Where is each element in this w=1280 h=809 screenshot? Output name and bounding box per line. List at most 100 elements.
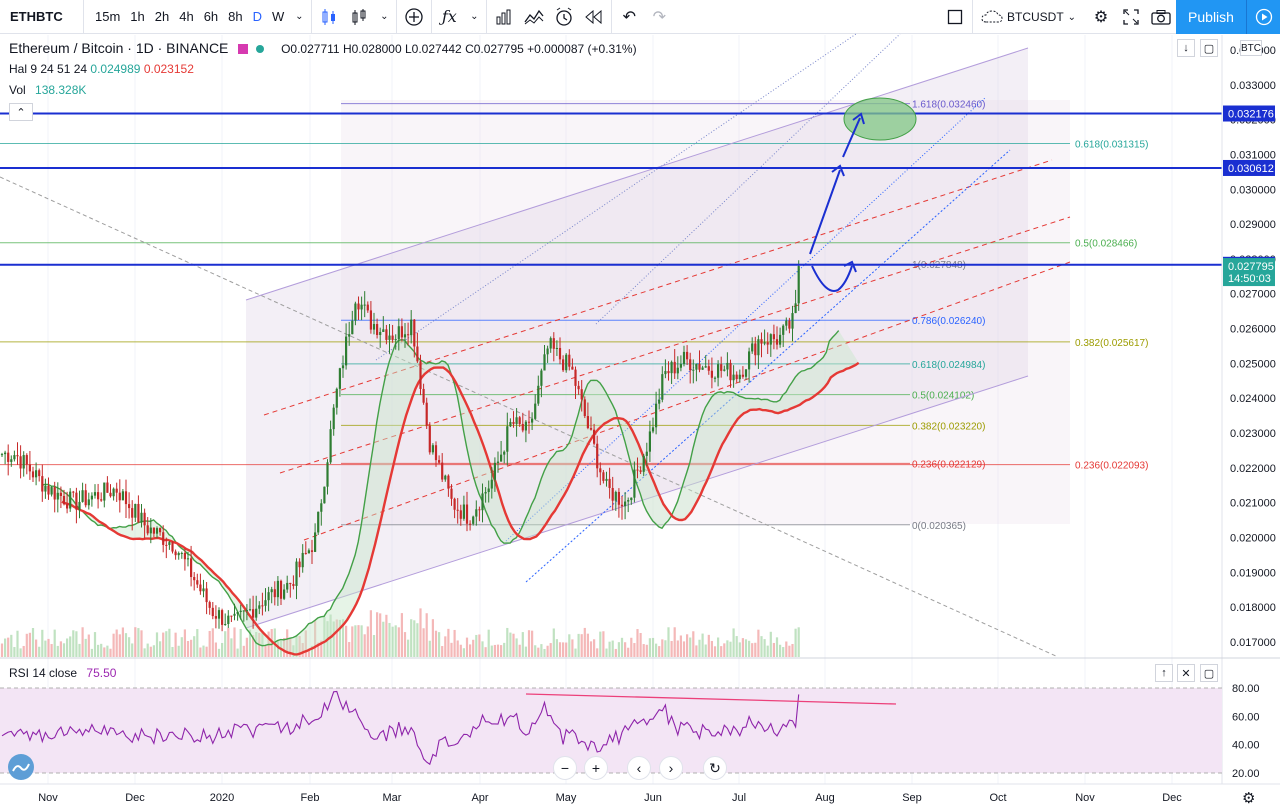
candle-body bbox=[757, 339, 760, 356]
zoom-out-icon[interactable]: − bbox=[553, 756, 577, 780]
collapse-legend-chevron-up-icon[interactable]: ⌃ bbox=[9, 103, 33, 121]
currency-badge[interactable]: BTC bbox=[1240, 40, 1262, 56]
indicators-fx-icon[interactable]: ƒx bbox=[441, 7, 457, 26]
replay-rewind-icon[interactable] bbox=[579, 0, 609, 34]
candle-body bbox=[354, 303, 357, 321]
candle-body bbox=[348, 334, 351, 337]
volume-bar bbox=[403, 632, 407, 657]
forecast-pullback-curve[interactable] bbox=[811, 265, 853, 292]
rsi-trendline[interactable] bbox=[525, 693, 897, 705]
rsi-maximize-icon[interactable]: ▢ bbox=[1200, 664, 1218, 682]
add-compare-icon[interactable] bbox=[399, 0, 429, 34]
volume-bar bbox=[766, 645, 769, 657]
undo-icon[interactable]: ↶ bbox=[622, 8, 637, 26]
volume-bar bbox=[775, 637, 779, 657]
tradingview-logo-icon[interactable] bbox=[8, 754, 34, 780]
volume-bar bbox=[450, 642, 453, 657]
interval-8h-button[interactable]: 8h bbox=[228, 9, 243, 24]
candle-style-icon[interactable] bbox=[314, 0, 344, 34]
volume-bar bbox=[751, 643, 754, 657]
style-chevron-down-icon[interactable]: ⌄ bbox=[380, 11, 389, 22]
volume-bar bbox=[13, 647, 16, 657]
candle-body bbox=[4, 452, 7, 455]
interval-6h-button[interactable]: 6h bbox=[203, 9, 219, 24]
snapshot-camera-icon[interactable] bbox=[1146, 0, 1176, 34]
red-dashed-line-2[interactable] bbox=[279, 216, 1071, 474]
blue-dotted-line-1[interactable] bbox=[525, 149, 1011, 583]
financials-icon[interactable] bbox=[489, 0, 519, 34]
volume-bar bbox=[38, 646, 41, 657]
volume-legend[interactable]: Vol 138.328K bbox=[9, 83, 86, 97]
play-icon[interactable] bbox=[1246, 0, 1280, 34]
interval-w-button[interactable]: W bbox=[272, 9, 285, 24]
volume-bar bbox=[534, 645, 537, 657]
fullscreen-icon[interactable] bbox=[1116, 0, 1146, 34]
candle-body bbox=[286, 582, 289, 590]
interval-4h-button[interactable]: 4h bbox=[179, 9, 194, 24]
channel-lower-line[interactable] bbox=[245, 375, 1029, 629]
rsi-move-up-icon[interactable]: ↑ bbox=[1155, 664, 1173, 682]
price-axis[interactable] bbox=[1222, 35, 1280, 657]
symbol-search-button[interactable]: ETHBTC bbox=[0, 0, 84, 34]
candle-body bbox=[183, 552, 186, 560]
red-dashed-line-3[interactable] bbox=[303, 261, 1071, 541]
volume-bar bbox=[199, 647, 202, 657]
time-axis-labels[interactable]: Nov Dec 2020 Feb Mar Apr May Jun Jul Aug Sep Oct Nov… bbox=[38, 792, 1182, 804]
compare-chart-icon[interactable] bbox=[519, 0, 549, 34]
ichimoku-cloud-fill bbox=[42, 330, 859, 655]
alert-clock-icon[interactable] bbox=[549, 0, 579, 34]
reset-chart-icon[interactable]: ↻ bbox=[703, 756, 727, 780]
forecast-arrow-1[interactable] bbox=[809, 169, 841, 255]
redo-icon[interactable]: ↷ bbox=[652, 8, 667, 26]
grey-dashed-trendline[interactable] bbox=[0, 176, 1059, 658]
price-badge bbox=[1223, 159, 1275, 176]
fib-level-label: 0.236(0.022093) bbox=[1075, 461, 1148, 472]
intervals-chevron-down-icon[interactable]: ⌄ bbox=[295, 11, 304, 22]
blue-dotted-line-3[interactable] bbox=[375, 33, 857, 361]
pane-maximize-icon[interactable]: ▢ bbox=[1200, 39, 1218, 57]
scroll-right-icon[interactable]: › bbox=[659, 756, 683, 780]
forecast-arrow-2[interactable] bbox=[842, 117, 861, 158]
candle-body bbox=[744, 369, 748, 377]
bar-style-icon[interactable] bbox=[344, 0, 374, 34]
candle-body bbox=[221, 610, 224, 625]
volume-bar bbox=[599, 631, 602, 657]
volume-label: Vol bbox=[9, 83, 26, 97]
blue-dotted-line-2[interactable] bbox=[505, 96, 987, 542]
volume-bar bbox=[10, 634, 13, 657]
scroll-left-icon[interactable]: ‹ bbox=[627, 756, 651, 780]
red-dashed-line-1[interactable] bbox=[263, 159, 1053, 416]
volume-bar bbox=[667, 627, 670, 657]
settings-gear-icon[interactable]: ⚙ bbox=[1093, 9, 1109, 26]
publish-button[interactable]: Publish bbox=[1176, 0, 1246, 34]
rsi-close-icon[interactable]: ✕ bbox=[1177, 664, 1195, 682]
time-axis-settings-gear-icon[interactable]: ⚙ bbox=[1242, 790, 1256, 807]
volume-bar bbox=[772, 642, 775, 657]
ichimoku-legend[interactable]: Hal 9 24 51 24 0.024989 0.023152 bbox=[9, 62, 194, 76]
volume-bar bbox=[137, 628, 140, 657]
candle-body bbox=[580, 389, 583, 400]
interval-15m-button[interactable]: 15m bbox=[95, 9, 121, 24]
candle-body bbox=[326, 462, 329, 487]
candle-body bbox=[376, 324, 379, 335]
volume-bar bbox=[317, 642, 320, 657]
target-ellipse[interactable] bbox=[843, 97, 917, 141]
zoom-in-icon[interactable]: + bbox=[584, 756, 608, 780]
blue-dotted-line-4[interactable] bbox=[595, 33, 901, 325]
interval-1h-button[interactable]: 1h bbox=[130, 9, 145, 24]
indicators-chevron-down-icon[interactable]: ⌄ bbox=[470, 11, 479, 22]
volume-bar bbox=[506, 627, 509, 657]
candle-body bbox=[317, 511, 320, 533]
layout-square-icon[interactable] bbox=[940, 0, 970, 34]
pane-move-down-icon[interactable]: ↓ bbox=[1177, 39, 1195, 57]
channel-upper-line[interactable] bbox=[245, 47, 1029, 301]
interval-d-button[interactable]: D bbox=[252, 9, 263, 24]
volume-value: 138.328K bbox=[35, 83, 87, 97]
interval-2h-button[interactable]: 2h bbox=[154, 9, 170, 24]
rsi-legend[interactable]: RSI 14 close 75.50 bbox=[9, 666, 116, 680]
volume-bar bbox=[655, 643, 658, 657]
candle-body bbox=[531, 418, 534, 423]
cloud-symbol-button[interactable]: BTCUSDT ⌄ bbox=[975, 0, 1082, 34]
volume-bar bbox=[214, 642, 217, 657]
